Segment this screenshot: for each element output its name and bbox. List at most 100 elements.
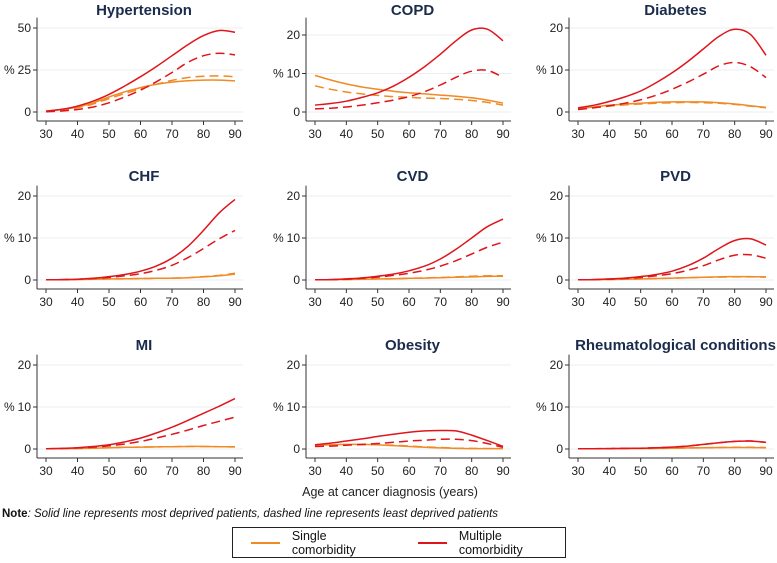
x-tick-label: 30 — [39, 295, 53, 309]
chart-note: Note: Solid line represents most deprive… — [2, 508, 498, 520]
y-tick-label: 20 — [287, 28, 301, 42]
y-tick-label: 0 — [293, 442, 300, 456]
x-tick-label: 90 — [228, 295, 242, 309]
x-tick-label: 40 — [603, 295, 617, 309]
panel-title: Obesity — [385, 337, 441, 354]
series-line-multiple-least-deprived — [314, 438, 504, 449]
x-tick-label: 90 — [759, 127, 773, 141]
x-tick-label: 90 — [496, 464, 510, 478]
x-tick-label: 60 — [402, 295, 416, 309]
y-tick-label: 20 — [18, 189, 32, 203]
x-tick-label: 90 — [496, 295, 510, 309]
x-tick-label: 80 — [197, 127, 211, 141]
panel-title: Rheumatological conditions — [575, 337, 776, 354]
x-tick-label: 70 — [434, 464, 448, 478]
panel-cvd: CVD 0 10 20% 30 40 50 60 70 80 90 — [273, 168, 511, 309]
y-tick-label: 0 — [293, 273, 300, 287]
series-line-multiple-most-deprived — [45, 397, 236, 450]
x-tick-label: 60 — [134, 464, 148, 478]
series-line-multiple-least-deprived — [314, 241, 504, 281]
series-line-multiple-most-deprived — [314, 429, 504, 448]
y-axis-label: % — [4, 231, 15, 245]
legend-item-multiple: Multiple comorbidity — [400, 529, 565, 557]
x-tick-label: 50 — [102, 127, 116, 141]
panel-rheumatological-conditions: Rheumatological conditions 0 10 20% 30 40 50 60… — [536, 337, 776, 478]
panel-diabetes: Diabetes 0 10 20% 30 40 50 60 70 80 90 — [536, 2, 774, 141]
x-tick-label: 50 — [102, 464, 116, 478]
series-line-single-least-deprived — [314, 85, 504, 106]
comorbidity-chart-grid: Hypertension 0 25 50% 30 40 50 60 70 80 90 COPD 0 10 2… — [4, 2, 776, 499]
y-axis-label: % — [273, 67, 284, 81]
x-tick-label: 30 — [39, 464, 53, 478]
y-tick-label: 0 — [556, 273, 563, 287]
x-tick-label: 70 — [697, 295, 711, 309]
x-tick-label: 40 — [340, 295, 354, 309]
y-tick-label: 10 — [550, 400, 564, 414]
x-tick-label: 40 — [340, 127, 354, 141]
x-tick-label: 60 — [665, 127, 679, 141]
x-tick-label: 40 — [603, 464, 617, 478]
x-tick-label: 30 — [308, 295, 322, 309]
legend-swatch-multiple — [417, 541, 447, 544]
y-tick-label: 10 — [287, 67, 301, 81]
panel-mi: MI 0 10 20% 30 40 50 60 70 80 90 — [4, 337, 243, 478]
panel-title: Diabetes — [644, 2, 707, 19]
note-text: : Solid line represents most deprived pa… — [27, 508, 499, 520]
panel-obesity: Obesity 0 10 20% 30 40 50 60 70 80 90 — [273, 337, 511, 478]
x-tick-label: 70 — [697, 464, 711, 478]
x-tick-label: 50 — [634, 127, 648, 141]
y-axis-label: % — [536, 400, 547, 414]
x-tick-label: 50 — [371, 464, 385, 478]
series-line-multiple-most-deprived — [577, 237, 767, 281]
y-tick-label: 10 — [550, 231, 564, 245]
y-axis-label: % — [536, 63, 547, 77]
y-axis-label: % — [4, 63, 15, 77]
panel-title: Hypertension — [96, 2, 192, 19]
x-axis-title: Age at cancer diagnosis (years) — [302, 485, 478, 499]
x-tick-label: 40 — [603, 127, 617, 141]
series-line-multiple-least-deprived — [577, 61, 767, 111]
y-tick-label: 20 — [550, 21, 564, 35]
y-axis-label: % — [273, 400, 284, 414]
x-tick-label: 80 — [728, 127, 742, 141]
x-tick-label: 90 — [759, 464, 773, 478]
x-tick-label: 30 — [308, 464, 322, 478]
x-tick-label: 30 — [571, 464, 585, 478]
panel-title: CHF — [129, 168, 160, 185]
series-line-single-most-deprived — [45, 79, 236, 112]
panel-title: MI — [136, 337, 153, 354]
x-tick-label: 60 — [134, 127, 148, 141]
x-tick-label: 90 — [228, 127, 242, 141]
x-tick-label: 30 — [308, 127, 322, 141]
x-tick-label: 60 — [134, 295, 148, 309]
y-tick-label: 20 — [18, 358, 32, 372]
y-tick-label: 0 — [556, 105, 563, 119]
series-line-multiple-most-deprived — [314, 27, 504, 106]
x-tick-label: 70 — [165, 464, 179, 478]
x-tick-label: 40 — [71, 464, 85, 478]
series-line-multiple-most-deprived — [45, 29, 236, 112]
x-tick-label: 70 — [165, 127, 179, 141]
y-tick-label: 20 — [287, 358, 301, 372]
series-line-multiple-least-deprived — [314, 69, 504, 110]
y-tick-label: 0 — [24, 105, 31, 119]
y-tick-label: 10 — [18, 231, 32, 245]
y-tick-label: 20 — [550, 358, 564, 372]
x-tick-label: 80 — [728, 295, 742, 309]
panel-title: PVD — [660, 168, 691, 185]
y-tick-label: 0 — [556, 442, 563, 456]
x-tick-label: 80 — [465, 464, 479, 478]
x-tick-label: 90 — [228, 464, 242, 478]
x-tick-label: 40 — [71, 127, 85, 141]
y-tick-label: 10 — [550, 63, 564, 77]
y-tick-label: 0 — [24, 273, 31, 287]
x-tick-label: 30 — [571, 295, 585, 309]
series-line-single-least-deprived — [45, 75, 236, 113]
x-tick-label: 50 — [634, 295, 648, 309]
panel-title: CVD — [397, 168, 429, 185]
series-line-multiple-least-deprived — [577, 253, 767, 281]
series-line-single-most-deprived — [314, 74, 504, 104]
legend-label-single: Single comorbidity — [291, 528, 356, 557]
x-tick-label: 60 — [665, 464, 679, 478]
series-line-multiple-most-deprived — [314, 218, 504, 281]
